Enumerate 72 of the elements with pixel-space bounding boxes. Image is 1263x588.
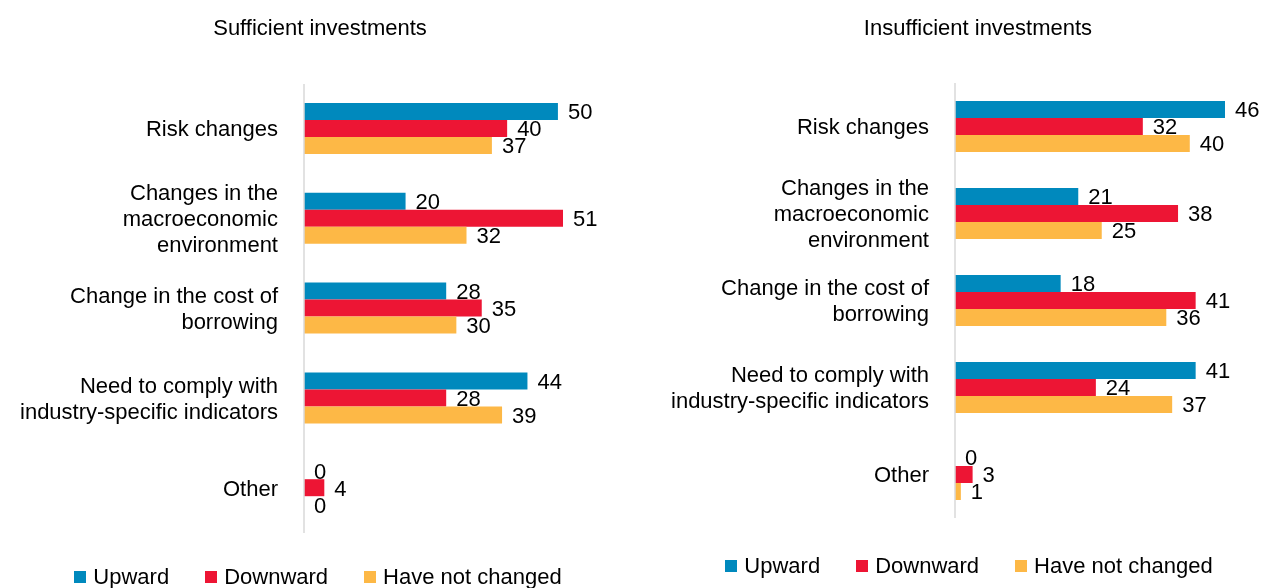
bar xyxy=(304,103,558,120)
data-label: 46 xyxy=(1235,97,1260,123)
data-label: 36 xyxy=(1176,305,1201,331)
data-label: 3 xyxy=(982,462,995,488)
bar xyxy=(955,275,1061,292)
chart-title: Insufficient investments xyxy=(863,15,1093,40)
bar xyxy=(304,137,492,154)
bar xyxy=(304,406,503,424)
data-label: 0 xyxy=(314,493,327,519)
data-label: 0 xyxy=(965,445,978,471)
legend-label: Upward xyxy=(93,564,170,588)
bar xyxy=(955,379,1096,396)
bar xyxy=(304,389,447,407)
y-tick-label: Risk changes xyxy=(796,114,929,139)
bar xyxy=(304,479,325,497)
y-tick-label: Changes in the macroeconomic environment xyxy=(773,175,929,252)
data-label: 41 xyxy=(1205,358,1231,384)
bar xyxy=(955,135,1190,152)
data-label: 28 xyxy=(456,385,481,411)
data-label: 0 xyxy=(314,459,327,485)
data-label: 35 xyxy=(491,296,517,322)
bar xyxy=(304,192,406,210)
y-tick-label: Change in the cost of borrowing xyxy=(721,275,930,326)
y-tick-label: Need to comply with industry-specific indicators xyxy=(20,372,278,424)
bar xyxy=(304,299,482,317)
bar xyxy=(955,466,973,483)
bar xyxy=(304,316,457,334)
data-label: 37 xyxy=(1182,392,1207,418)
data-label: 24 xyxy=(1105,375,1131,401)
bar xyxy=(955,101,1225,118)
y-tick-label: Other xyxy=(222,475,278,501)
bar xyxy=(304,372,528,390)
data-label: 32 xyxy=(1152,114,1178,140)
legend-label: Downward xyxy=(224,564,329,588)
data-label: 25 xyxy=(1111,218,1137,244)
data-label: 40 xyxy=(1199,131,1225,157)
data-label: 21 xyxy=(1088,184,1113,210)
legend-label: Have not changed xyxy=(1034,553,1213,579)
y-tick-label: Other xyxy=(873,462,929,487)
data-label: 38 xyxy=(1188,201,1213,227)
legend-label: Upward xyxy=(744,553,821,579)
data-label: 50 xyxy=(567,99,593,125)
bar xyxy=(955,396,1173,413)
bar xyxy=(304,282,447,300)
data-label: 1 xyxy=(970,479,984,505)
bar xyxy=(955,309,1167,326)
bar xyxy=(304,120,508,137)
bar xyxy=(304,209,563,227)
bar xyxy=(955,205,1179,222)
legend-label: Have not changed xyxy=(383,564,562,588)
bar xyxy=(955,362,1196,379)
data-label: 20 xyxy=(415,189,441,215)
bar xyxy=(955,188,1079,205)
y-tick-label: Risk changes xyxy=(145,116,278,142)
data-label: 28 xyxy=(456,279,481,305)
y-tick-label: Changes in the macroeconomic environment xyxy=(122,180,278,258)
data-label: 44 xyxy=(537,368,562,394)
bar xyxy=(955,222,1102,239)
y-tick-label: Change in the cost of borrowing xyxy=(70,283,279,334)
legend-label: Downward xyxy=(875,553,980,579)
data-label: 30 xyxy=(466,313,491,339)
data-label: 4 xyxy=(334,475,347,501)
data-label: 51 xyxy=(573,206,598,232)
data-label: 41 xyxy=(1205,288,1231,314)
data-label: 18 xyxy=(1070,271,1096,297)
bar xyxy=(955,118,1143,135)
bar xyxy=(304,226,467,244)
data-label: 39 xyxy=(512,402,537,428)
y-tick-label: Need to comply with industry-specific indicators xyxy=(671,362,929,413)
bar xyxy=(955,292,1196,309)
chart-title: Sufficient investments xyxy=(213,15,427,40)
data-label: 32 xyxy=(476,223,501,249)
